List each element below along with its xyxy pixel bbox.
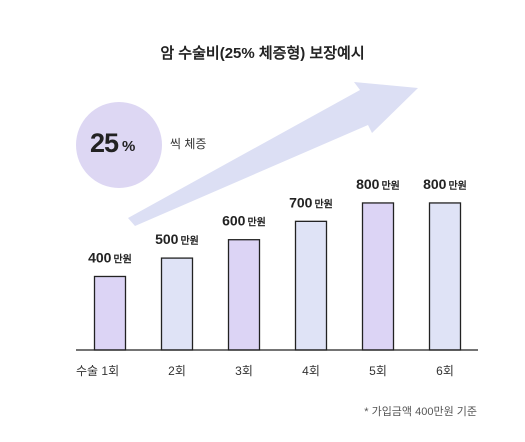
category-label-3: 3회 (235, 364, 253, 378)
badge-percent-sign: % (122, 138, 136, 155)
bar-2 (160, 257, 194, 351)
bar-4 (294, 220, 328, 351)
value-label-1: 400 만원 (88, 249, 132, 265)
bar-5 (361, 202, 395, 351)
value-label-6: 800 만원 (423, 176, 467, 192)
category-label-1: 수술 1회 (76, 364, 119, 378)
category-label-2: 2회 (168, 364, 186, 378)
chart-title: 암 수술비(25% 체증형) 보장예시 (160, 45, 365, 62)
badge-note: 씩 체증 (170, 137, 207, 151)
footnote: * 가입금액 400만원 기준 (364, 406, 477, 418)
increase-badge: 25 % (76, 102, 162, 188)
bar-3 (227, 239, 261, 351)
category-label-6: 6회 (436, 364, 454, 378)
value-label-3: 600 만원 (222, 213, 266, 229)
growth-arrow (128, 82, 418, 226)
category-label-4: 4회 (302, 364, 320, 378)
bar-1 (93, 275, 127, 351)
category-label-5: 5회 (369, 364, 387, 378)
value-label-5: 800 만원 (356, 176, 400, 192)
bar-6 (428, 202, 462, 351)
value-label-2: 500 만원 (155, 231, 199, 247)
value-label-4: 700 만원 (289, 194, 333, 210)
badge-number: 25 (90, 128, 119, 158)
